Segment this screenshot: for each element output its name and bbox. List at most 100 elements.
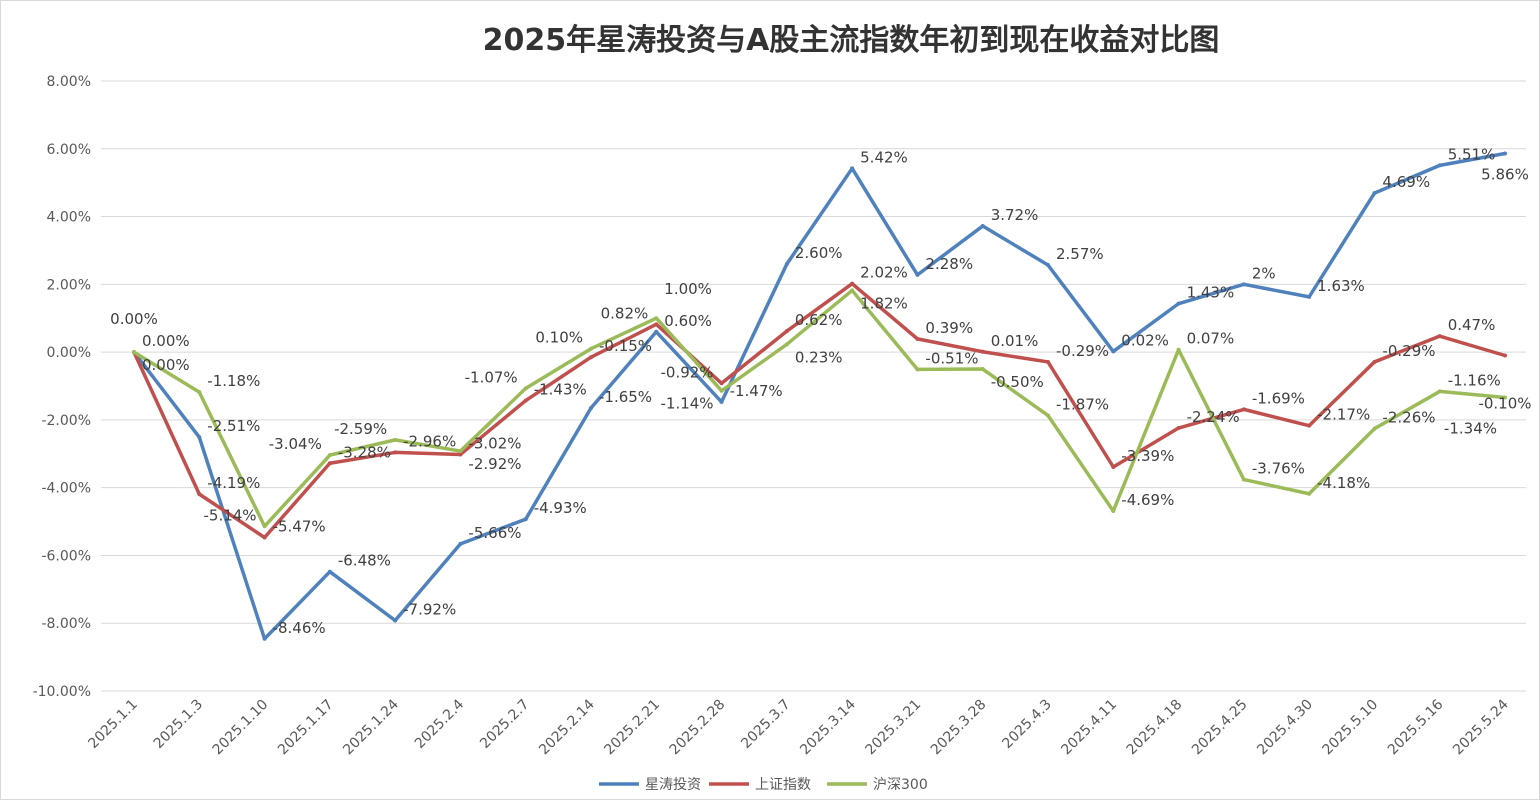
data-point [1176, 426, 1181, 431]
data-label: 0.00% [142, 356, 190, 374]
y-tick-label: -4.00% [41, 481, 91, 497]
data-label: -5.47% [273, 517, 326, 535]
data-label: -1.14% [660, 395, 713, 413]
data-label: 5.51% [1448, 145, 1496, 163]
series-line-3 [133, 288, 1506, 529]
data-point [980, 349, 985, 354]
data-point [850, 166, 855, 171]
x-tick-label: 2025.3.28 [928, 697, 990, 759]
data-label: -1.43% [534, 381, 587, 399]
y-tick-label: 6.00% [47, 142, 91, 158]
y-tick-label: -2.00% [41, 413, 91, 429]
data-point [1241, 477, 1246, 482]
data-label: 0.23% [795, 348, 843, 366]
data-label: 2.57% [1056, 245, 1104, 263]
x-tick-label: 2025.1.17 [275, 697, 337, 759]
data-point [393, 618, 398, 623]
data-label: 0.00% [142, 332, 190, 350]
data-label: -3.02% [468, 434, 521, 452]
data-label: 5.42% [860, 148, 908, 166]
data-point [1372, 426, 1377, 431]
data-label: -2.51% [207, 417, 260, 435]
data-point [980, 367, 985, 372]
data-point [1176, 301, 1181, 306]
data-label: 0.07% [1187, 330, 1235, 348]
data-label: -7.92% [403, 601, 456, 619]
data-point [1503, 151, 1507, 156]
data-label: 2.02% [860, 264, 908, 282]
data-point [523, 398, 528, 403]
legend-label: 星涛投资 [645, 777, 701, 793]
data-point [262, 636, 267, 641]
x-tick-label: 2025.2.21 [601, 697, 663, 759]
data-point [458, 452, 463, 457]
data-point [1503, 353, 1507, 358]
x-tick-label: 2025.2.7 [477, 697, 532, 752]
data-label: -1.18% [207, 372, 260, 390]
data-label: 5.86% [1481, 166, 1529, 184]
data-label: -1.87% [1056, 395, 1109, 413]
data-label: -0.10% [1478, 395, 1531, 413]
y-tick-label: 0.00% [47, 345, 91, 361]
data-label: 2.60% [795, 244, 843, 262]
data-point [197, 390, 202, 395]
data-label: -1.65% [599, 388, 652, 406]
data-point [784, 262, 789, 266]
data-label: -2.26% [1382, 409, 1435, 427]
data-label: -4.19% [207, 474, 260, 492]
data-label: -1.47% [730, 382, 783, 400]
data-point [1372, 191, 1377, 196]
series-line-2 [132, 281, 1506, 540]
data-label: 1.82% [860, 294, 908, 312]
x-tick-label: 2025.4.3 [999, 697, 1054, 752]
data-point [1437, 334, 1442, 339]
data-label: 2.28% [925, 255, 973, 273]
x-tick-label: 2025.2.28 [667, 697, 729, 759]
data-point [1503, 395, 1507, 400]
data-point [1241, 282, 1246, 287]
x-tick-label: 2025.1.24 [340, 696, 402, 758]
data-label: 0.60% [664, 312, 712, 330]
x-tick-label: 2025.1.10 [210, 697, 272, 759]
data-point [393, 437, 398, 442]
data-label: -3.76% [1252, 460, 1305, 478]
data-label: -5.14% [203, 506, 256, 524]
data-point [197, 492, 202, 497]
x-tick-label: 2025.1.3 [151, 697, 206, 752]
data-point [784, 342, 789, 347]
data-point [850, 288, 855, 293]
y-tick-label: -10.00% [33, 684, 91, 700]
chart-title: 2025年星涛投资与A股主流指数年初到现在收益对比图 [482, 23, 1220, 58]
y-tick-label: -8.00% [41, 616, 91, 632]
data-point [1111, 509, 1116, 514]
data-point [654, 316, 659, 321]
data-point [523, 386, 528, 391]
x-tick-label: 2025.2.14 [536, 696, 598, 758]
data-point [1111, 464, 1116, 469]
data-point [393, 450, 398, 455]
data-label: -2.59% [334, 420, 387, 438]
data-label: -0.51% [925, 349, 978, 367]
x-tick-label: 2025.4.11 [1058, 697, 1120, 759]
data-label: -4.18% [1317, 474, 1370, 492]
data-point [719, 399, 724, 404]
data-label: -4.93% [534, 499, 587, 517]
y-tick-label: 4.00% [47, 210, 91, 226]
data-point [1176, 347, 1181, 352]
data-label: 0.02% [1121, 331, 1169, 349]
data-label: 4.69% [1382, 173, 1430, 191]
data-label: -0.29% [1382, 342, 1435, 360]
x-tick-label: 2025.2.4 [412, 696, 467, 751]
data-label: 1.43% [1187, 284, 1235, 302]
data-point [589, 406, 593, 411]
x-tick-label: 2025.1.1 [85, 697, 140, 752]
data-label: -2.92% [468, 455, 521, 473]
legend-label: 沪深300 [873, 777, 928, 793]
data-label: -4.69% [1121, 491, 1174, 509]
data-label: -2.17% [1317, 406, 1370, 424]
data-label: -0.15% [599, 337, 652, 355]
data-point [654, 329, 659, 334]
data-point [327, 461, 332, 466]
